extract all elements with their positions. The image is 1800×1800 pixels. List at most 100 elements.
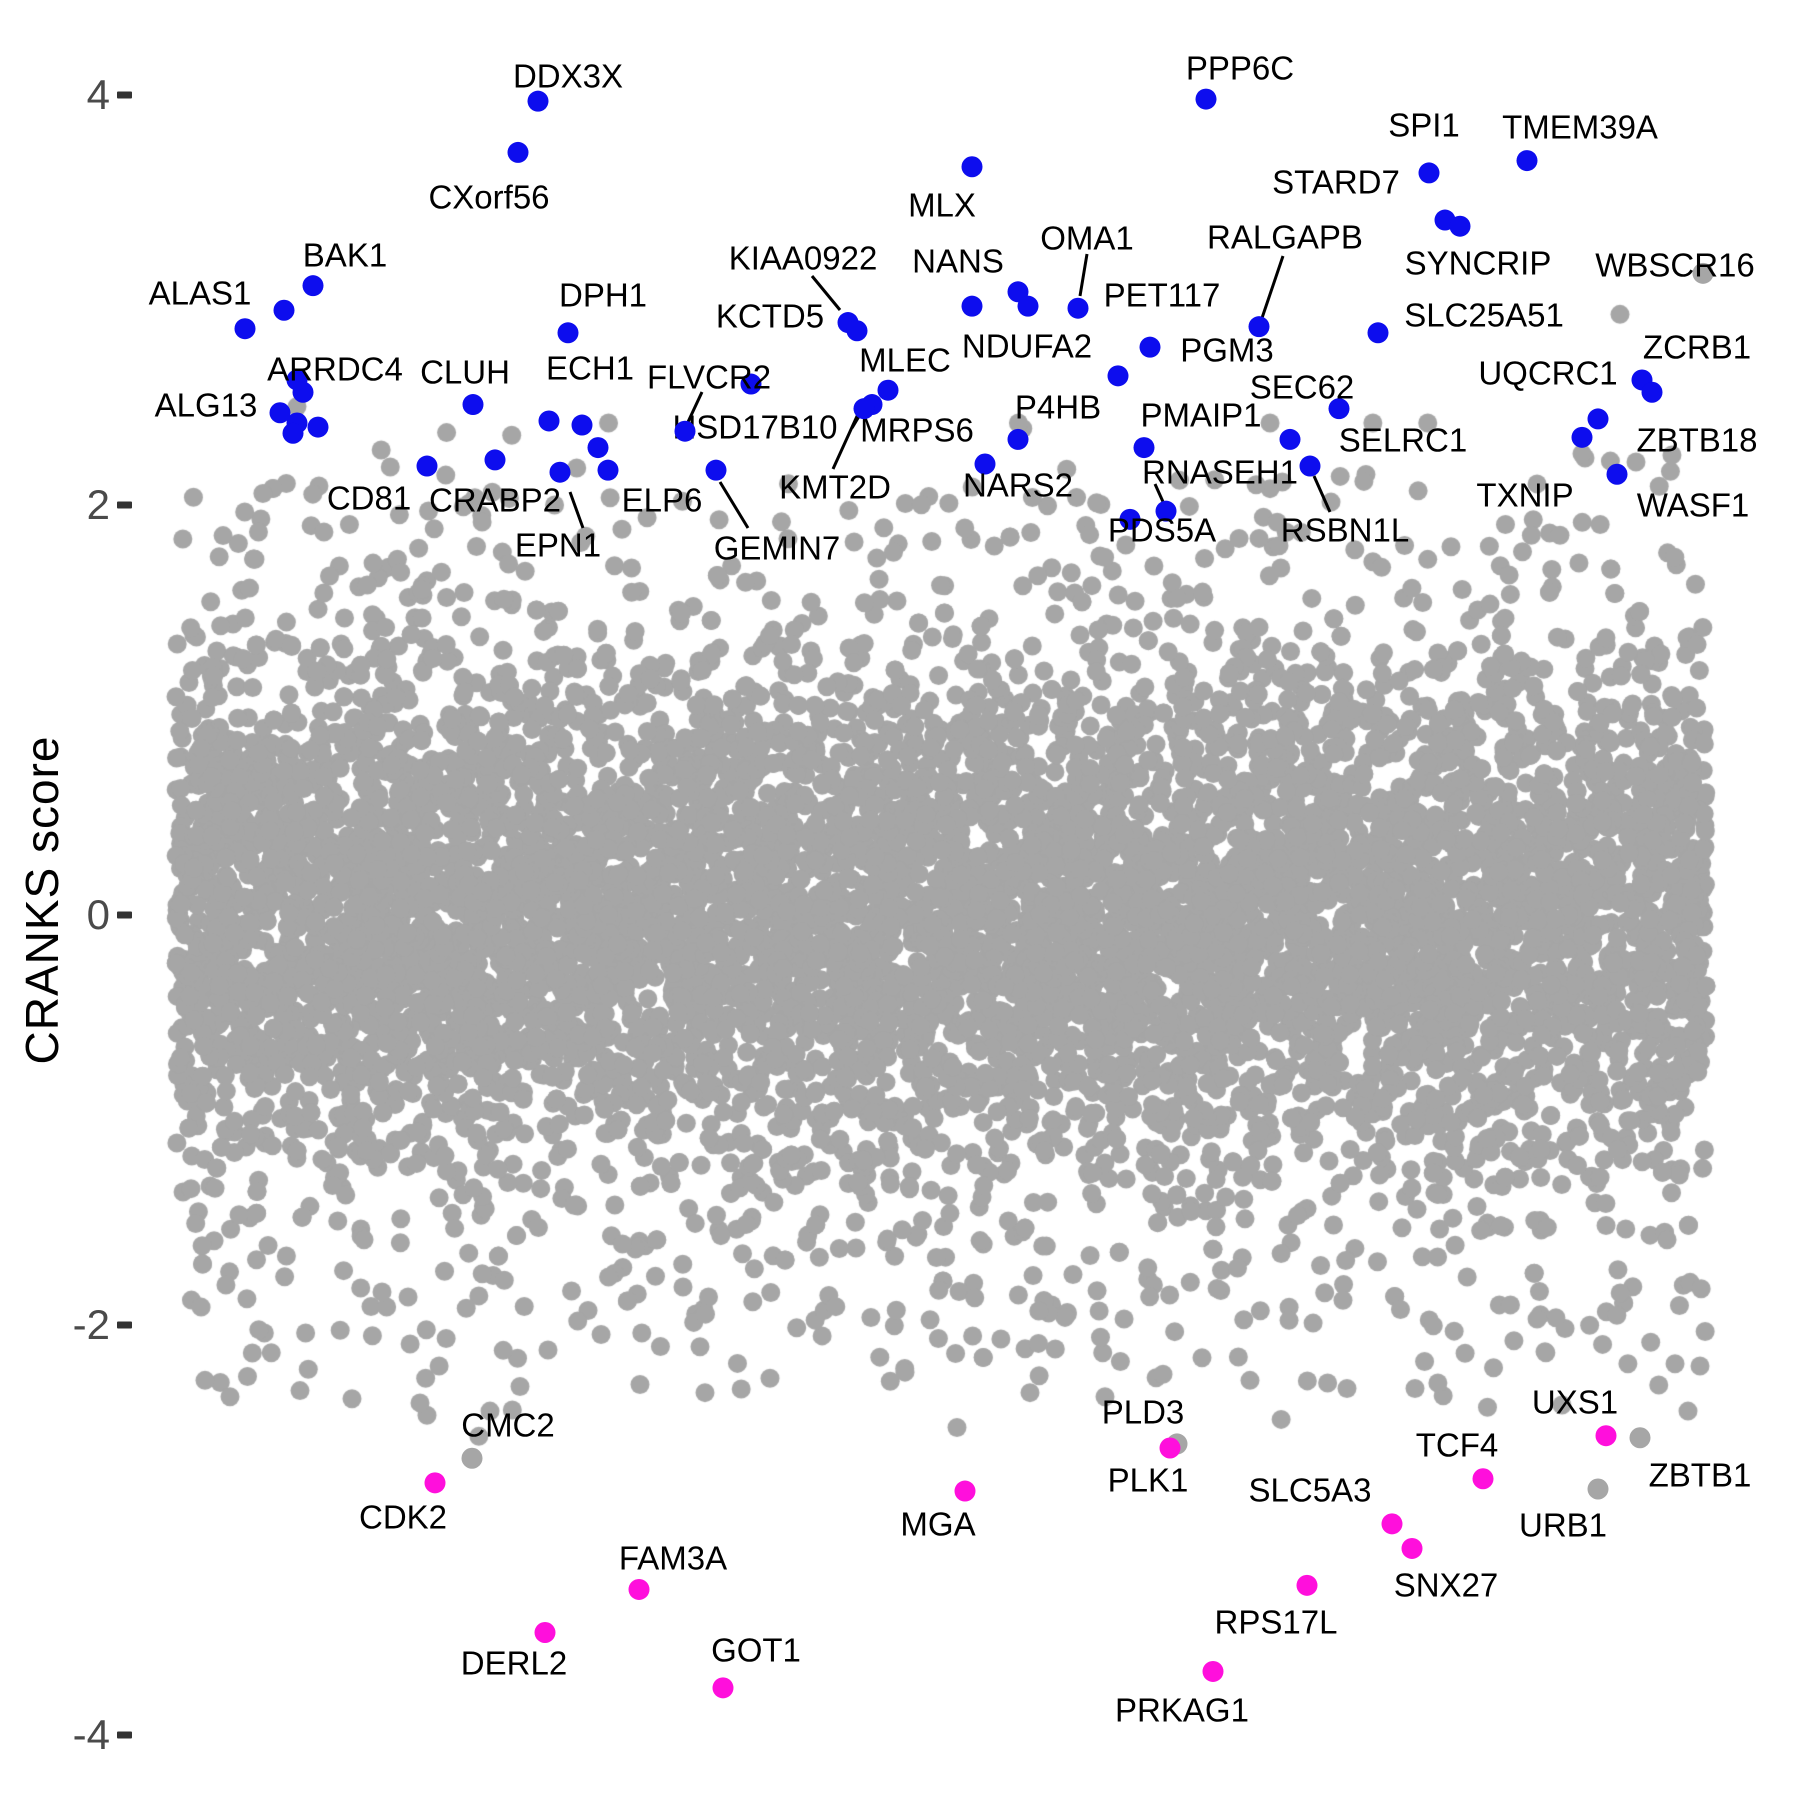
y-tick-mark: [117, 911, 132, 919]
gene-label-MRPS6: MRPS6: [860, 412, 974, 449]
gene-label-RALGAPB: RALGAPB: [1207, 219, 1363, 256]
gene-point-PLK1: [1159, 1437, 1181, 1459]
gene-point-UXS1: [1595, 1425, 1617, 1447]
gene-point-DPH1: [557, 322, 579, 344]
gene-label-OMA1: OMA1: [1040, 220, 1134, 257]
hit-point-unlabeled: [273, 299, 295, 321]
gene-point-CDK2: [424, 1472, 446, 1494]
gene-point-ELP6: [597, 459, 619, 481]
gene-point-CD81: [416, 455, 438, 477]
y-axis-title: CRANKS score: [16, 735, 68, 1065]
gene-label-SLC5A3: SLC5A3: [1249, 1472, 1372, 1509]
y-tick-mark: [117, 1731, 132, 1739]
label-connector-RNASEH1: [1153, 483, 1166, 505]
gene-point-CXorf56: [507, 141, 529, 163]
gene-label-CXorf56: CXorf56: [428, 179, 549, 216]
gene-point-WBSCR16: [1692, 262, 1714, 284]
gene-label-FLVCR2: FLVCR2: [647, 359, 771, 396]
gene-label-CMC2: CMC2: [461, 1407, 555, 1444]
gene-label-KMT2D: KMT2D: [779, 469, 891, 506]
gene-point-FLVCR2: [674, 420, 696, 442]
gene-point-ECH1: [571, 414, 593, 436]
gene-point-SEC62: [1328, 398, 1350, 420]
gene-point-MLEC: [877, 379, 899, 401]
gene-point-ZCRB1: [1641, 381, 1663, 403]
gene-point-CRABP2: [484, 449, 506, 471]
gene-label-ELP6: ELP6: [622, 482, 703, 519]
y-tick-mark: [117, 501, 132, 509]
gene-point-TCF4: [1472, 1468, 1494, 1490]
gene-label-ALG13: ALG13: [155, 387, 258, 424]
y-tick-mark: [117, 1321, 132, 1329]
gene-point-EPN1: [549, 461, 571, 483]
gene-label-PLK1: PLK1: [1108, 1462, 1189, 1499]
hit-point-unlabeled: [587, 437, 609, 459]
gene-label-RSBN1L: RSBN1L: [1281, 512, 1409, 549]
gene-point-SPI1: [1418, 162, 1440, 184]
gene-point-GOT1: [712, 1677, 734, 1699]
y-tick-mark: [117, 91, 132, 99]
gene-label-PRKAG1: PRKAG1: [1115, 1692, 1249, 1729]
gene-point-DERL2: [534, 1622, 556, 1643]
gene-point-CLUH: [462, 394, 484, 416]
gene-label-DPH1: DPH1: [559, 277, 647, 314]
gene-label-ECH1: ECH1: [546, 350, 634, 387]
gene-point-PDS5A: [1119, 508, 1141, 530]
gene-point-SLC5A3: [1381, 1513, 1403, 1535]
gene-point-PRKAG1: [1202, 1660, 1224, 1682]
label-connector-FLVCR2: [686, 391, 704, 423]
gene-label-GEMIN7: GEMIN7: [714, 530, 841, 567]
gene-point-FAM3A: [628, 1578, 650, 1600]
gene-label-KIAA0922: KIAA0922: [729, 240, 878, 277]
gene-point-KCTD5: [846, 320, 868, 342]
gene-point-SYNCRIP: [1449, 215, 1471, 237]
gene-point-NDUFA2: [1017, 295, 1039, 317]
label-connector-EPN1: [568, 491, 585, 529]
gene-label-ZBTB18: ZBTB18: [1636, 422, 1757, 459]
gene-label-SEC62: SEC62: [1250, 369, 1355, 406]
label-connector-KMT2D: [831, 413, 860, 470]
label-connector-OMA1: [1078, 253, 1089, 297]
gene-point-HSD17B10: [740, 373, 762, 395]
gene-point-PPP6C: [1195, 88, 1217, 110]
gene-label-PMAIP1: PMAIP1: [1140, 397, 1261, 434]
gene-point-KMT2D: [853, 398, 875, 420]
gene-label-SELRC1: SELRC1: [1339, 422, 1467, 459]
gene-point-SELRC1: [1279, 428, 1301, 450]
gene-label-SPI1: SPI1: [1388, 107, 1460, 144]
gene-label-NDUFA2: NDUFA2: [962, 328, 1092, 365]
label-connector-GEMIN7: [718, 481, 750, 529]
gene-point-PGM3: [1139, 336, 1161, 358]
gene-label-PDS5A: PDS5A: [1108, 512, 1216, 549]
gene-label-SNX27: SNX27: [1394, 1567, 1499, 1604]
gene-label-DDX3X: DDX3X: [513, 58, 623, 95]
gene-point-NARS2: [974, 453, 996, 475]
gene-label-SLC25A51: SLC25A51: [1404, 297, 1564, 334]
gene-point-PET117: [1107, 365, 1129, 387]
label-connector-RSBN1L: [1312, 475, 1332, 513]
gene-point-MLX: [961, 156, 983, 178]
gene-label-CLUH: CLUH: [420, 354, 510, 391]
gene-label-ALAS1: ALAS1: [149, 275, 252, 312]
gene-point-TXNIP: [1571, 426, 1593, 448]
gene-label-SYNCRIP: SYNCRIP: [1405, 245, 1552, 282]
gene-label-PGM3: PGM3: [1180, 332, 1274, 369]
gene-label-UXS1: UXS1: [1532, 1384, 1618, 1421]
gene-label-PLD3: PLD3: [1102, 1394, 1185, 1431]
gene-label-NARS2: NARS2: [963, 467, 1073, 504]
gene-label-P4HB: P4HB: [1015, 389, 1101, 426]
gene-label-FAM3A: FAM3A: [619, 1540, 727, 1577]
gene-label-NANS: NANS: [912, 243, 1004, 280]
y-tick-label-2: 2: [86, 481, 110, 528]
gene-label-KCTD5: KCTD5: [716, 298, 824, 335]
gene-point-URB1: [1587, 1478, 1609, 1500]
gene-point-MGA: [954, 1480, 976, 1502]
gene-label-ZCRB1: ZCRB1: [1643, 329, 1751, 366]
gene-label-BAK1: BAK1: [303, 237, 387, 274]
gene-point-ALG13: [269, 402, 291, 424]
gene-point-NANS: [961, 295, 983, 317]
gene-point-ZBTB18: [1587, 408, 1609, 430]
gene-label-TMEM39A: TMEM39A: [1502, 109, 1658, 146]
